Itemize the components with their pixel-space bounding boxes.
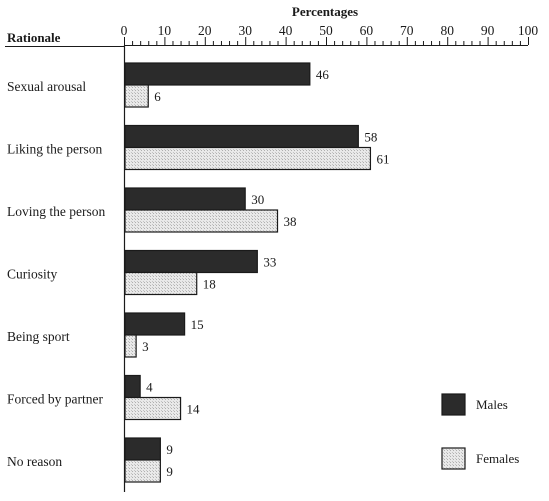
bar-males [124,437,161,461]
x-tick-label: 60 [360,23,374,38]
x-tick-label: 20 [198,23,212,38]
bar-males [124,187,246,211]
rationale-header: Rationale [7,30,61,45]
value-label-males: 15 [191,317,204,332]
category-label: Forced by partner [7,392,103,407]
value-label-males: 9 [166,442,173,457]
legend: Males Females [441,393,519,470]
x-tick-label: 50 [319,23,333,38]
bar-males [124,249,258,274]
bar-females [124,459,161,483]
legend-label-females: Females [476,451,519,466]
value-label-males: 33 [263,255,276,270]
bar-females [124,84,149,108]
value-label-females: 18 [203,277,216,292]
x-tick-label: 30 [238,23,252,38]
bar-females [124,396,182,421]
bar-males [124,62,311,86]
value-label-females: 9 [166,464,173,479]
category-label: Loving the person [7,204,105,219]
x-tick-label: 100 [518,23,539,38]
x-tick-label: 10 [158,23,172,38]
x-tick-label: 70 [400,23,414,38]
category-label: Liking the person [7,142,102,157]
value-label-males: 58 [364,130,377,145]
bar-females [124,271,198,296]
x-tick-label: 0 [121,23,128,38]
value-label-males: 30 [251,192,264,207]
category-label: Being sport [7,329,70,344]
bars: Sexual arousal 46 6 Liking the person 58 61 Lo… [7,62,389,483]
bar-males [124,312,186,336]
bar-males [124,374,141,399]
x-tick-label: 40 [279,23,293,38]
bar-females [124,209,279,233]
value-label-females: 14 [187,402,201,417]
value-label-females: 38 [284,214,297,229]
value-label-females: 6 [154,89,161,104]
bar-females [124,334,137,358]
category-label: Sexual arousal [7,79,86,94]
legend-label-males: Males [476,397,508,412]
x-tick-label: 90 [481,23,495,38]
value-label-males: 4 [146,380,153,395]
legend-swatch-males [441,393,466,416]
value-label-females: 61 [376,152,389,167]
value-label-males: 46 [316,67,330,82]
chart-title: Percentages [292,4,358,19]
category-label: No reason [7,454,62,469]
bar-males [124,124,359,149]
category-label: Curiosity [7,267,58,282]
legend-swatch-females [441,447,466,470]
bar-females [124,146,372,171]
x-tick-label: 80 [440,23,454,38]
value-label-females: 3 [142,339,149,354]
